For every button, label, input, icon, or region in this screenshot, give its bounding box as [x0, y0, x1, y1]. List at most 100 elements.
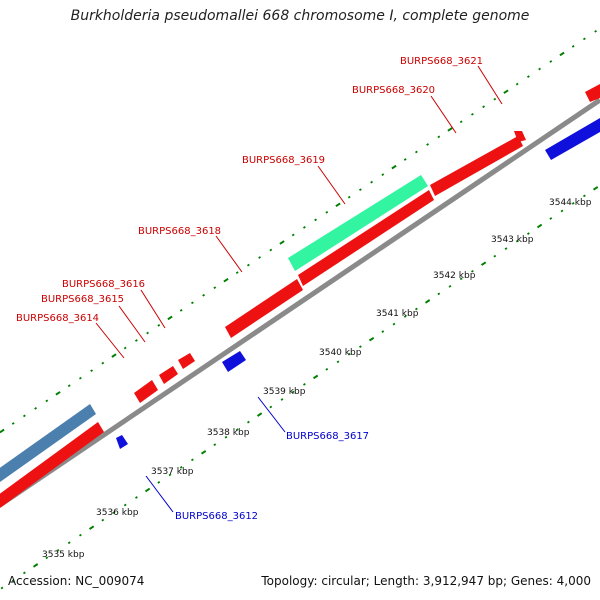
- gene-arrow-3620[interactable]: [430, 136, 523, 196]
- minor-tick: [471, 269, 474, 273]
- gene-arrow-3616[interactable]: [178, 353, 195, 369]
- minor-tick: [403, 158, 407, 161]
- major-tick: [200, 450, 207, 455]
- minor-tick: [426, 143, 430, 146]
- major-tick: [256, 412, 263, 417]
- minor-tick: [112, 511, 116, 514]
- minor-tick: [23, 571, 26, 575]
- minor-tick: [269, 405, 273, 409]
- minor-tick: [11, 579, 15, 582]
- gene-label-3618[interactable]: BURPS668_3618: [138, 226, 221, 237]
- major-tick: [592, 186, 599, 191]
- minor-tick: [482, 105, 486, 109]
- major-tick: [503, 89, 509, 94]
- gene-label-3617[interactable]: BURPS668_3617: [286, 431, 369, 442]
- gene-arrow-3622[interactable]: [585, 84, 600, 102]
- minor-tick: [303, 383, 306, 386]
- major-tick: [32, 563, 39, 568]
- gene-arrow-3621-stub[interactable]: [514, 131, 526, 142]
- gene-arrow-steelblue[interactable]: [0, 404, 96, 482]
- minor-tick: [34, 407, 37, 410]
- minor-tick: [101, 518, 105, 522]
- minor-tick: [0, 586, 4, 590]
- minor-tick: [247, 263, 250, 267]
- minor-tick: [202, 293, 206, 297]
- gene-arrow-3618-a[interactable]: [225, 279, 303, 338]
- minor-tick: [168, 473, 172, 477]
- lower-tick-row: [0, 186, 599, 590]
- minor-tick: [291, 233, 295, 237]
- minor-tick: [504, 247, 508, 251]
- minor-tick: [291, 390, 295, 394]
- minor-tick: [258, 256, 262, 259]
- minor-tick: [191, 458, 194, 462]
- gene-label-3619[interactable]: BURPS668_3619: [242, 155, 325, 166]
- minor-tick: [571, 202, 575, 205]
- scale-label: 3537 kbp: [151, 467, 194, 477]
- minor-tick: [359, 188, 362, 192]
- gene-arrow-3617[interactable]: [222, 351, 246, 372]
- gene-arrow-reverse-right[interactable]: [545, 118, 600, 160]
- minor-tick: [247, 420, 250, 424]
- minor-tick: [459, 277, 463, 281]
- gene-arrow-3618-b[interactable]: [298, 190, 434, 286]
- minor-tick: [56, 548, 60, 552]
- gene-arrow-3612[interactable]: [116, 435, 128, 449]
- minor-tick: [527, 75, 530, 78]
- minor-tick: [415, 307, 418, 311]
- scale-label: 3543 kbp: [491, 235, 534, 245]
- minor-tick: [90, 369, 93, 373]
- gene-label-3621[interactable]: BURPS668_3621: [400, 56, 483, 67]
- minor-tick: [79, 533, 82, 537]
- minor-tick: [135, 496, 138, 499]
- major-tick: [88, 525, 95, 530]
- major-tick: [279, 240, 285, 245]
- minor-tick: [527, 232, 530, 235]
- minor-tick: [370, 180, 374, 184]
- minor-tick: [571, 45, 575, 48]
- minor-tick: [191, 301, 194, 305]
- gene-label-3616[interactable]: BURPS668_3616: [62, 279, 145, 290]
- minor-tick: [224, 435, 228, 439]
- minor-tick: [594, 29, 597, 33]
- major-tick: [368, 336, 375, 342]
- major-tick: [335, 202, 341, 208]
- gene-label-3614[interactable]: BURPS668_3614: [16, 313, 99, 324]
- minor-tick: [213, 286, 217, 290]
- minor-tick: [471, 112, 474, 116]
- minor-tick: [583, 37, 586, 41]
- scale-label: 3542 kbp: [433, 271, 476, 281]
- major-tick: [167, 315, 173, 321]
- minor-tick: [538, 67, 541, 71]
- minor-tick: [101, 361, 105, 365]
- gene-arrow-3613[interactable]: [0, 422, 104, 508]
- gene-label-3612[interactable]: BURPS668_3612: [175, 511, 258, 522]
- minor-tick: [583, 194, 586, 198]
- minor-tick: [325, 210, 329, 214]
- minor-tick: [179, 465, 183, 469]
- minor-tick: [381, 173, 385, 176]
- minor-tick: [415, 150, 418, 154]
- minor-tick: [123, 503, 127, 507]
- major-tick: [447, 127, 453, 132]
- major-tick: [391, 164, 397, 170]
- gene-label-3620[interactable]: BURPS668_3620: [352, 85, 435, 96]
- major-tick: [144, 487, 151, 493]
- minor-tick: [549, 217, 553, 220]
- gene-arrow-3619[interactable]: [288, 175, 428, 271]
- gene-label-3615[interactable]: BURPS668_3615: [41, 294, 124, 305]
- gene-arrow-3615[interactable]: [159, 366, 178, 384]
- scale-label: 3538 kbp: [207, 428, 250, 438]
- major-tick: [480, 261, 487, 266]
- leader-lines: [95, 65, 503, 513]
- minor-tick: [381, 330, 385, 333]
- minor-tick: [347, 195, 351, 199]
- minor-tick: [493, 97, 497, 101]
- gene-arrow-3614[interactable]: [134, 380, 158, 403]
- genome-info-text: Topology: circular; Length: 3,912,947 bp…: [261, 574, 591, 588]
- minor-tick: [235, 271, 239, 275]
- major-tick: [424, 299, 431, 304]
- accession-text: Accession: NC_009074: [8, 574, 145, 588]
- scale-label: 3544 kbp: [549, 198, 592, 208]
